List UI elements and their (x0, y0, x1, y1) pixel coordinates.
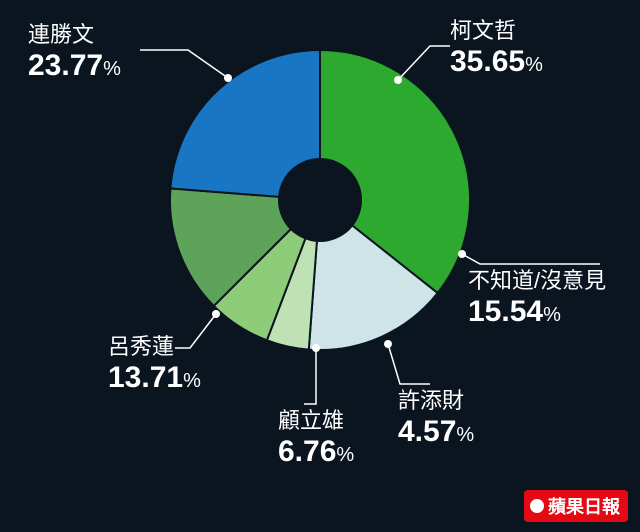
slice-value: 23.77% (28, 48, 121, 84)
slice-name: 呂秀蓮 (108, 334, 201, 360)
slice-value: 6.76% (278, 434, 354, 470)
slice-value: 35.65% (450, 44, 543, 80)
slice-label: 顧立雄6.76% (278, 408, 354, 470)
leader-line (304, 348, 316, 404)
slice-label: 許添財4.57% (398, 388, 474, 450)
apple-icon (530, 499, 544, 513)
slice-value: 13.71% (108, 360, 201, 396)
leader-line (462, 254, 600, 264)
leader-dot (312, 344, 320, 352)
slice-value: 4.57% (398, 414, 474, 450)
donut-hole (278, 158, 362, 242)
leader-dot (394, 76, 402, 84)
slice-name: 連勝文 (28, 22, 121, 48)
leader-line (388, 344, 430, 384)
slice-name: 許添財 (398, 388, 474, 414)
slice-label: 連勝文23.77% (28, 22, 121, 84)
leader-line (140, 50, 228, 78)
leader-dot (384, 340, 392, 348)
source-logo: 蘋果日報 (524, 490, 628, 522)
slice-label: 不知道/沒意見15.54% (468, 268, 606, 330)
slice-value: 15.54% (468, 294, 606, 330)
slice-name: 柯文哲 (450, 18, 543, 44)
leader-dot (458, 250, 466, 258)
slice-label: 呂秀蓮13.71% (108, 334, 201, 396)
slice-name: 顧立雄 (278, 408, 354, 434)
leader-dot (212, 310, 220, 318)
slice-name: 不知道/沒意見 (468, 268, 606, 294)
source-text: 蘋果日報 (548, 493, 620, 519)
leader-dot (224, 74, 232, 82)
slice-label: 柯文哲35.65% (450, 18, 543, 80)
leader-line (398, 46, 450, 80)
